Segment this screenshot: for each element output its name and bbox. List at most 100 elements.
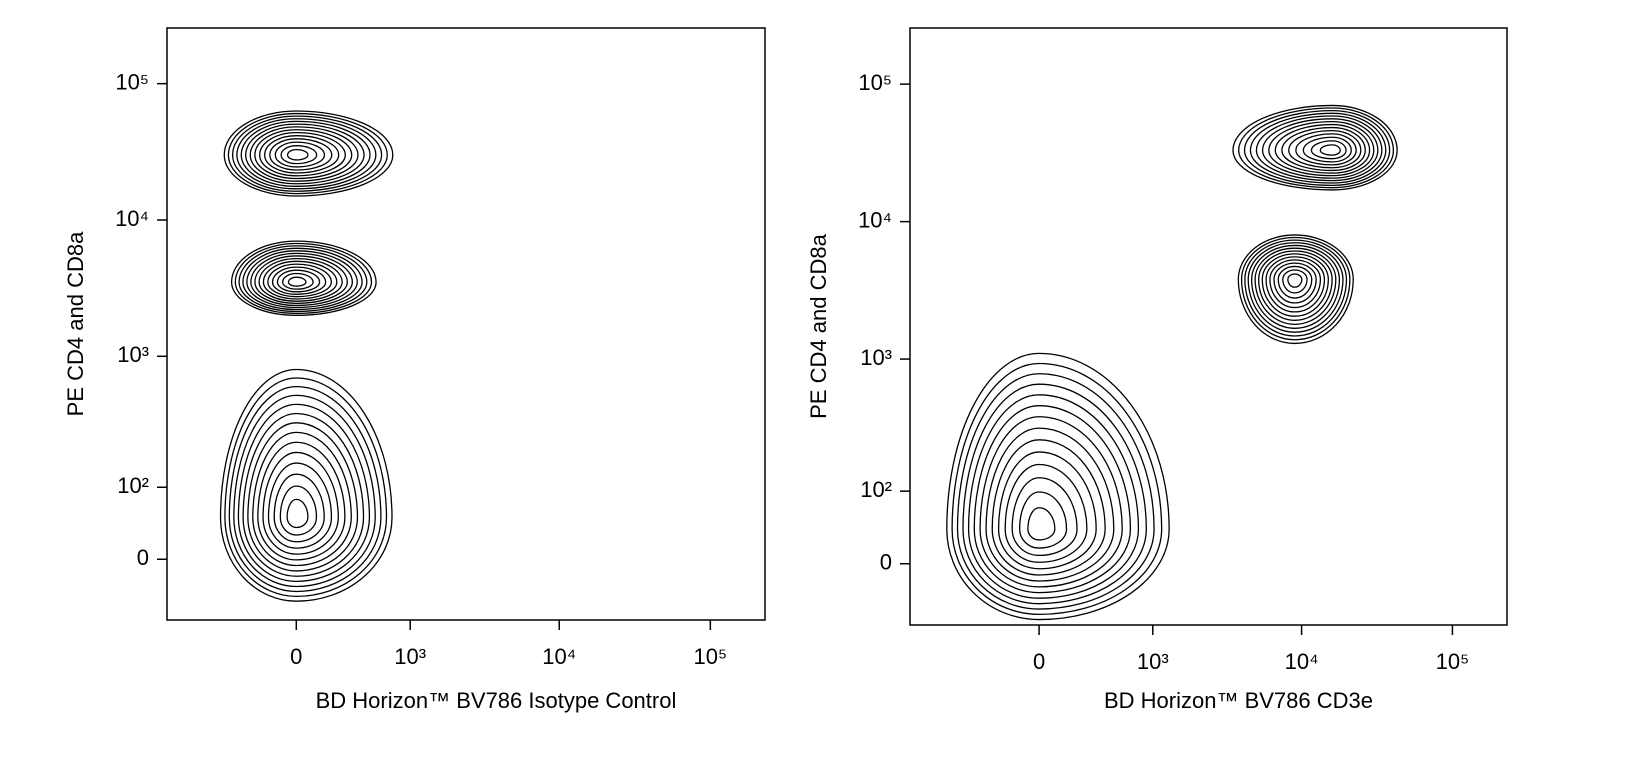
contour [1027,507,1056,541]
contour [274,141,326,168]
contour [1011,477,1078,557]
contour [1265,256,1326,313]
contour [1282,269,1308,294]
y-tick-label: 10⁵ [115,69,149,94]
contour [228,385,382,593]
contour [271,266,327,295]
contour [1268,120,1375,177]
y-tick-label: 10³ [860,345,892,370]
contour [1281,126,1366,172]
x-tick-label: 0 [1033,649,1045,674]
y-tick-label: 10³ [117,342,149,367]
contour [230,240,377,316]
contour [224,377,388,598]
contour [1249,112,1387,184]
contour [1295,133,1357,166]
contour [1240,236,1351,341]
x-axis-label: BD Horizon™ BV786 CD3e [1104,688,1373,713]
contour [946,352,1170,621]
y-tick-label: 10⁴ [115,206,149,231]
contour [252,431,352,567]
contour [1310,140,1347,160]
contour [287,276,307,287]
contour [1004,463,1088,563]
x-tick-label: 10³ [394,644,426,669]
contour [956,373,1155,610]
contour [223,110,394,197]
contour [242,247,363,311]
contour [219,368,393,602]
contour [1254,247,1337,326]
y-tick-label: 0 [137,545,149,570]
contour [1287,273,1303,288]
contour [231,115,383,192]
contour [1288,129,1362,169]
contour [286,498,309,529]
contour [1273,262,1317,304]
y-axis-label: PE CD4 and CD8a [63,231,88,416]
contour [1319,144,1341,156]
contour [1247,242,1344,333]
contour [973,405,1132,594]
y-tick-label: 10⁵ [858,70,892,95]
contour [249,126,359,182]
y-tick-label: 0 [880,550,892,575]
plot-frame [166,27,766,621]
contour [262,260,338,300]
x-axis-label: BD Horizon™ BV786 Isotype Control [316,688,677,713]
contour [1232,104,1398,191]
contour [997,451,1097,570]
contour [227,112,388,195]
contour [985,427,1115,582]
x-tick-label: 10⁵ [694,644,728,669]
contour [1018,491,1068,549]
contour [1302,136,1352,163]
contour [236,118,377,190]
contour [247,422,359,572]
y-tick-label: 10² [117,473,149,498]
contour [276,269,321,293]
contour [269,138,333,171]
contour [267,263,332,298]
contour [258,257,343,302]
contour [1237,234,1354,345]
contour [991,439,1106,576]
contour [279,485,318,536]
contour [246,250,358,309]
contour [242,412,365,577]
contour [1277,265,1313,299]
contour [254,255,348,304]
plot-frame [909,27,1508,626]
contour [951,362,1163,615]
y-axis-label: PE CD4 and CD8a [806,233,831,418]
contour [234,242,373,315]
contour [1261,118,1379,179]
contour [1243,109,1391,187]
contour [962,383,1147,605]
contour [1238,107,1395,189]
contour [273,473,325,543]
contour [254,129,353,180]
contour [1274,123,1371,174]
contour [1258,250,1333,321]
x-tick-label: 10³ [1137,649,1169,674]
x-tick-label: 0 [290,644,302,669]
contour [262,451,339,555]
y-tick-label: 10⁴ [858,207,892,232]
contour [257,441,346,561]
contour [264,135,340,174]
contour [280,145,318,165]
y-tick-label: 10² [860,477,892,502]
contour [233,394,376,588]
x-tick-label: 10⁴ [1285,649,1319,674]
contour [1269,259,1322,309]
contour [1261,253,1329,317]
contour [1255,115,1383,182]
contour [1244,239,1348,337]
contour [267,462,333,549]
contour [250,252,353,307]
contour [240,120,371,187]
contour [286,148,309,161]
contour [245,123,365,185]
